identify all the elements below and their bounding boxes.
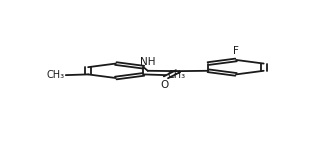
Text: O: O	[160, 80, 168, 90]
Text: CH₃: CH₃	[46, 70, 64, 80]
Text: F: F	[233, 46, 239, 56]
Text: CH₃: CH₃	[167, 70, 185, 80]
Text: NH: NH	[140, 57, 156, 67]
